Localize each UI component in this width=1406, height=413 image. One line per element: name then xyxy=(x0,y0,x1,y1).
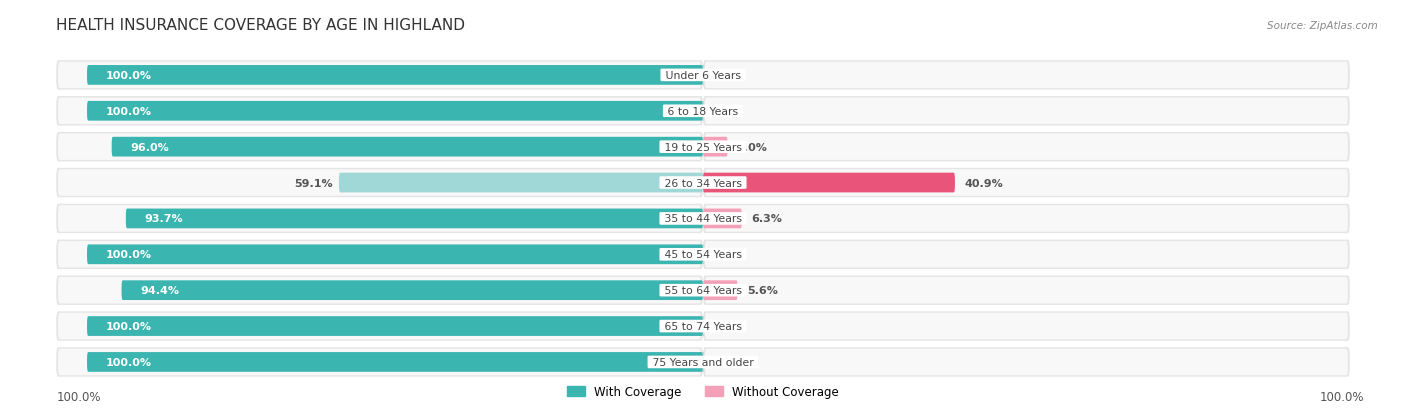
FancyBboxPatch shape xyxy=(58,242,702,268)
FancyBboxPatch shape xyxy=(702,352,704,372)
Text: 94.4%: 94.4% xyxy=(141,285,179,295)
FancyBboxPatch shape xyxy=(56,204,703,234)
Text: 35 to 44 Years: 35 to 44 Years xyxy=(661,214,745,224)
Text: 100.0%: 100.0% xyxy=(105,107,152,116)
FancyBboxPatch shape xyxy=(56,61,703,90)
FancyBboxPatch shape xyxy=(127,209,703,229)
FancyBboxPatch shape xyxy=(58,349,702,375)
Text: 100.0%: 100.0% xyxy=(105,357,152,367)
Text: 19 to 25 Years: 19 to 25 Years xyxy=(661,142,745,152)
Text: 26 to 34 Years: 26 to 34 Years xyxy=(661,178,745,188)
FancyBboxPatch shape xyxy=(702,66,704,85)
Text: 96.0%: 96.0% xyxy=(131,142,169,152)
FancyBboxPatch shape xyxy=(703,138,728,157)
FancyBboxPatch shape xyxy=(704,277,1348,304)
FancyBboxPatch shape xyxy=(121,281,703,300)
Text: Source: ZipAtlas.com: Source: ZipAtlas.com xyxy=(1267,21,1378,31)
Text: 0.0%: 0.0% xyxy=(713,71,742,81)
Text: 0.0%: 0.0% xyxy=(713,321,742,331)
FancyBboxPatch shape xyxy=(703,61,1350,90)
FancyBboxPatch shape xyxy=(58,98,702,125)
FancyBboxPatch shape xyxy=(58,277,702,304)
FancyBboxPatch shape xyxy=(704,242,1348,268)
Text: 40.9%: 40.9% xyxy=(965,178,1002,188)
Text: 93.7%: 93.7% xyxy=(145,214,183,224)
FancyBboxPatch shape xyxy=(704,134,1348,161)
Text: 6.3%: 6.3% xyxy=(751,214,782,224)
FancyBboxPatch shape xyxy=(704,206,1348,232)
FancyBboxPatch shape xyxy=(56,169,703,198)
FancyBboxPatch shape xyxy=(87,66,703,85)
FancyBboxPatch shape xyxy=(56,133,703,162)
FancyBboxPatch shape xyxy=(702,102,704,121)
FancyBboxPatch shape xyxy=(703,97,1350,126)
Text: 100.0%: 100.0% xyxy=(105,321,152,331)
Text: 75 Years and older: 75 Years and older xyxy=(650,357,756,367)
FancyBboxPatch shape xyxy=(703,133,1350,162)
Text: 100.0%: 100.0% xyxy=(1319,390,1364,403)
Text: 65 to 74 Years: 65 to 74 Years xyxy=(661,321,745,331)
FancyBboxPatch shape xyxy=(87,316,703,336)
Text: 59.1%: 59.1% xyxy=(294,178,333,188)
FancyBboxPatch shape xyxy=(703,173,955,193)
FancyBboxPatch shape xyxy=(56,311,703,341)
FancyBboxPatch shape xyxy=(58,313,702,339)
Text: HEALTH INSURANCE COVERAGE BY AGE IN HIGHLAND: HEALTH INSURANCE COVERAGE BY AGE IN HIGH… xyxy=(56,18,465,33)
FancyBboxPatch shape xyxy=(704,98,1348,125)
Text: 6 to 18 Years: 6 to 18 Years xyxy=(664,107,742,116)
FancyBboxPatch shape xyxy=(703,276,1350,305)
Text: Under 6 Years: Under 6 Years xyxy=(662,71,744,81)
FancyBboxPatch shape xyxy=(87,102,703,121)
FancyBboxPatch shape xyxy=(703,240,1350,269)
Legend: With Coverage, Without Coverage: With Coverage, Without Coverage xyxy=(562,381,844,403)
Text: 55 to 64 Years: 55 to 64 Years xyxy=(661,285,745,295)
FancyBboxPatch shape xyxy=(704,313,1348,339)
FancyBboxPatch shape xyxy=(58,206,702,232)
FancyBboxPatch shape xyxy=(58,62,702,89)
FancyBboxPatch shape xyxy=(87,352,703,372)
FancyBboxPatch shape xyxy=(111,138,703,157)
FancyBboxPatch shape xyxy=(702,316,704,336)
Text: 5.6%: 5.6% xyxy=(747,285,778,295)
Text: 4.0%: 4.0% xyxy=(737,142,768,152)
Text: 100.0%: 100.0% xyxy=(105,71,152,81)
Text: 100.0%: 100.0% xyxy=(56,390,101,403)
FancyBboxPatch shape xyxy=(58,134,702,161)
FancyBboxPatch shape xyxy=(703,209,742,229)
Text: 100.0%: 100.0% xyxy=(105,250,152,260)
FancyBboxPatch shape xyxy=(87,245,703,264)
FancyBboxPatch shape xyxy=(58,170,702,196)
Text: 0.0%: 0.0% xyxy=(713,107,742,116)
FancyBboxPatch shape xyxy=(703,169,1350,198)
Text: 0.0%: 0.0% xyxy=(713,357,742,367)
FancyBboxPatch shape xyxy=(56,347,703,377)
FancyBboxPatch shape xyxy=(703,347,1350,377)
FancyBboxPatch shape xyxy=(56,240,703,269)
FancyBboxPatch shape xyxy=(56,276,703,305)
FancyBboxPatch shape xyxy=(703,204,1350,234)
FancyBboxPatch shape xyxy=(339,173,703,193)
FancyBboxPatch shape xyxy=(56,97,703,126)
FancyBboxPatch shape xyxy=(702,245,704,264)
FancyBboxPatch shape xyxy=(704,349,1348,375)
FancyBboxPatch shape xyxy=(704,170,1348,196)
FancyBboxPatch shape xyxy=(704,62,1348,89)
FancyBboxPatch shape xyxy=(703,281,738,300)
Text: 45 to 54 Years: 45 to 54 Years xyxy=(661,250,745,260)
FancyBboxPatch shape xyxy=(703,311,1350,341)
Text: 0.0%: 0.0% xyxy=(713,250,742,260)
